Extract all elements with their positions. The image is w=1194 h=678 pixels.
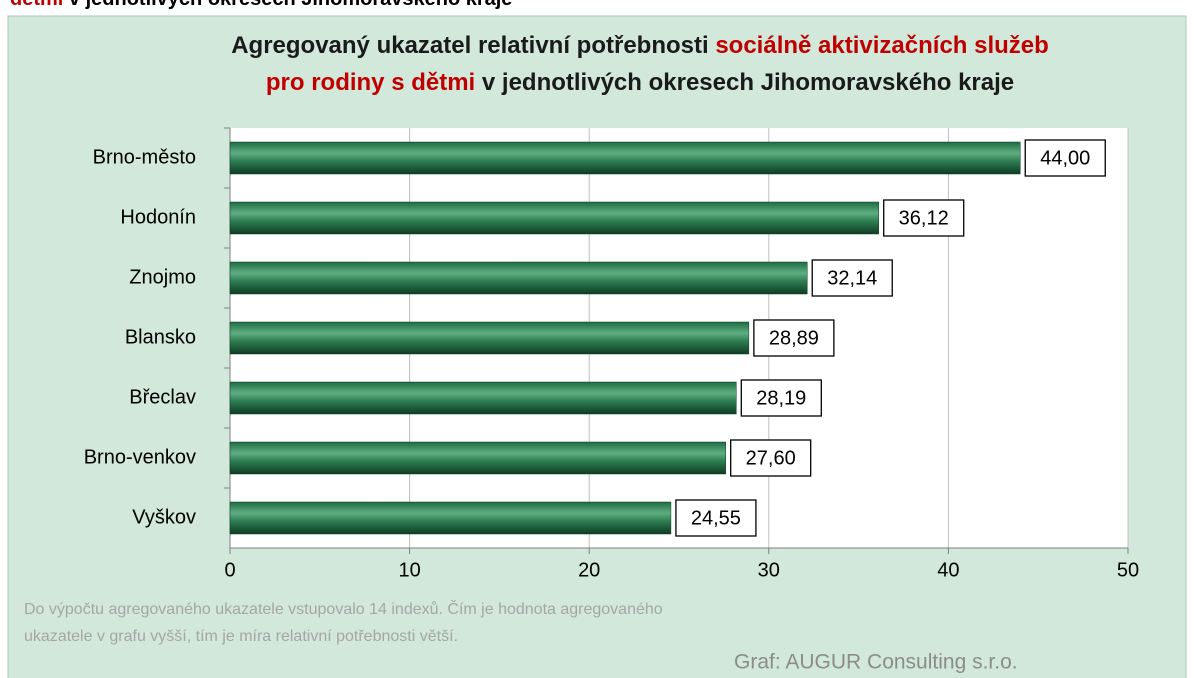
y-tick-label: Brno-venkov: [84, 446, 196, 468]
y-tick-label: Břeclav: [129, 386, 196, 408]
x-tick-label: 0: [224, 559, 235, 581]
x-tick-label: 40: [937, 559, 959, 581]
bar: [229, 261, 808, 295]
value-label-box: [753, 319, 835, 357]
value-label: 27,60: [746, 447, 796, 469]
bar: [229, 201, 879, 235]
bar: [229, 501, 672, 535]
x-tick-label: 30: [758, 559, 780, 581]
footnote: Do výpočtu agregovaného ukazatele vstupo…: [24, 599, 663, 618]
title-part: pro rodiny s dětmi: [266, 69, 475, 96]
bar: [229, 141, 1021, 175]
source: Graf: AUGUR Consulting s.r.o.: [734, 651, 1018, 674]
value-label-box: [740, 379, 822, 417]
y-tick-label: Hodonín: [120, 206, 196, 228]
title-part: Agregovaný ukazatel relativní potřebnost…: [231, 32, 715, 59]
value-label: 28,19: [756, 387, 806, 409]
x-tick-label: 20: [578, 559, 600, 581]
x-tick-label: 10: [398, 559, 420, 581]
header-part: dětmi: [10, 0, 63, 10]
y-tick-label: Vyškov: [132, 506, 196, 528]
y-tick-label: Brno-město: [93, 146, 196, 168]
title-part: v jednotlivých okresech Jihomoravského k…: [475, 69, 1014, 96]
value-label-box: [883, 199, 965, 237]
bar: [229, 321, 750, 355]
value-label: 32,14: [827, 267, 877, 289]
chart-title: pro rodiny s dětmi v jednotlivých okrese…: [266, 69, 1014, 96]
header: dětmi v jednotlivých okresech Jihomoravs…: [10, 0, 512, 10]
x-tick-label: 50: [1117, 559, 1139, 581]
bar: [229, 381, 737, 415]
value-label-box: [675, 499, 757, 537]
value-label: 36,12: [899, 207, 949, 229]
value-label: 28,89: [769, 327, 819, 349]
value-label-box: [730, 439, 812, 477]
title-part: sociálně aktivizačních služeb: [715, 32, 1048, 59]
bar: [229, 441, 726, 475]
chart-title: Agregovaný ukazatel relativní potřebnost…: [231, 32, 1049, 59]
y-tick-label: Blansko: [125, 326, 196, 348]
value-label-box: [811, 259, 893, 297]
header-part: v jednotlivých okresech Jihomoravského k…: [63, 0, 512, 10]
footnote: ukazatele v grafu vyšší, tím je míra rel…: [24, 628, 458, 645]
value-label: 24,55: [691, 507, 741, 529]
y-tick-label: Znojmo: [129, 266, 196, 288]
value-label-box: [1024, 139, 1106, 177]
value-label: 44,00: [1040, 147, 1090, 169]
